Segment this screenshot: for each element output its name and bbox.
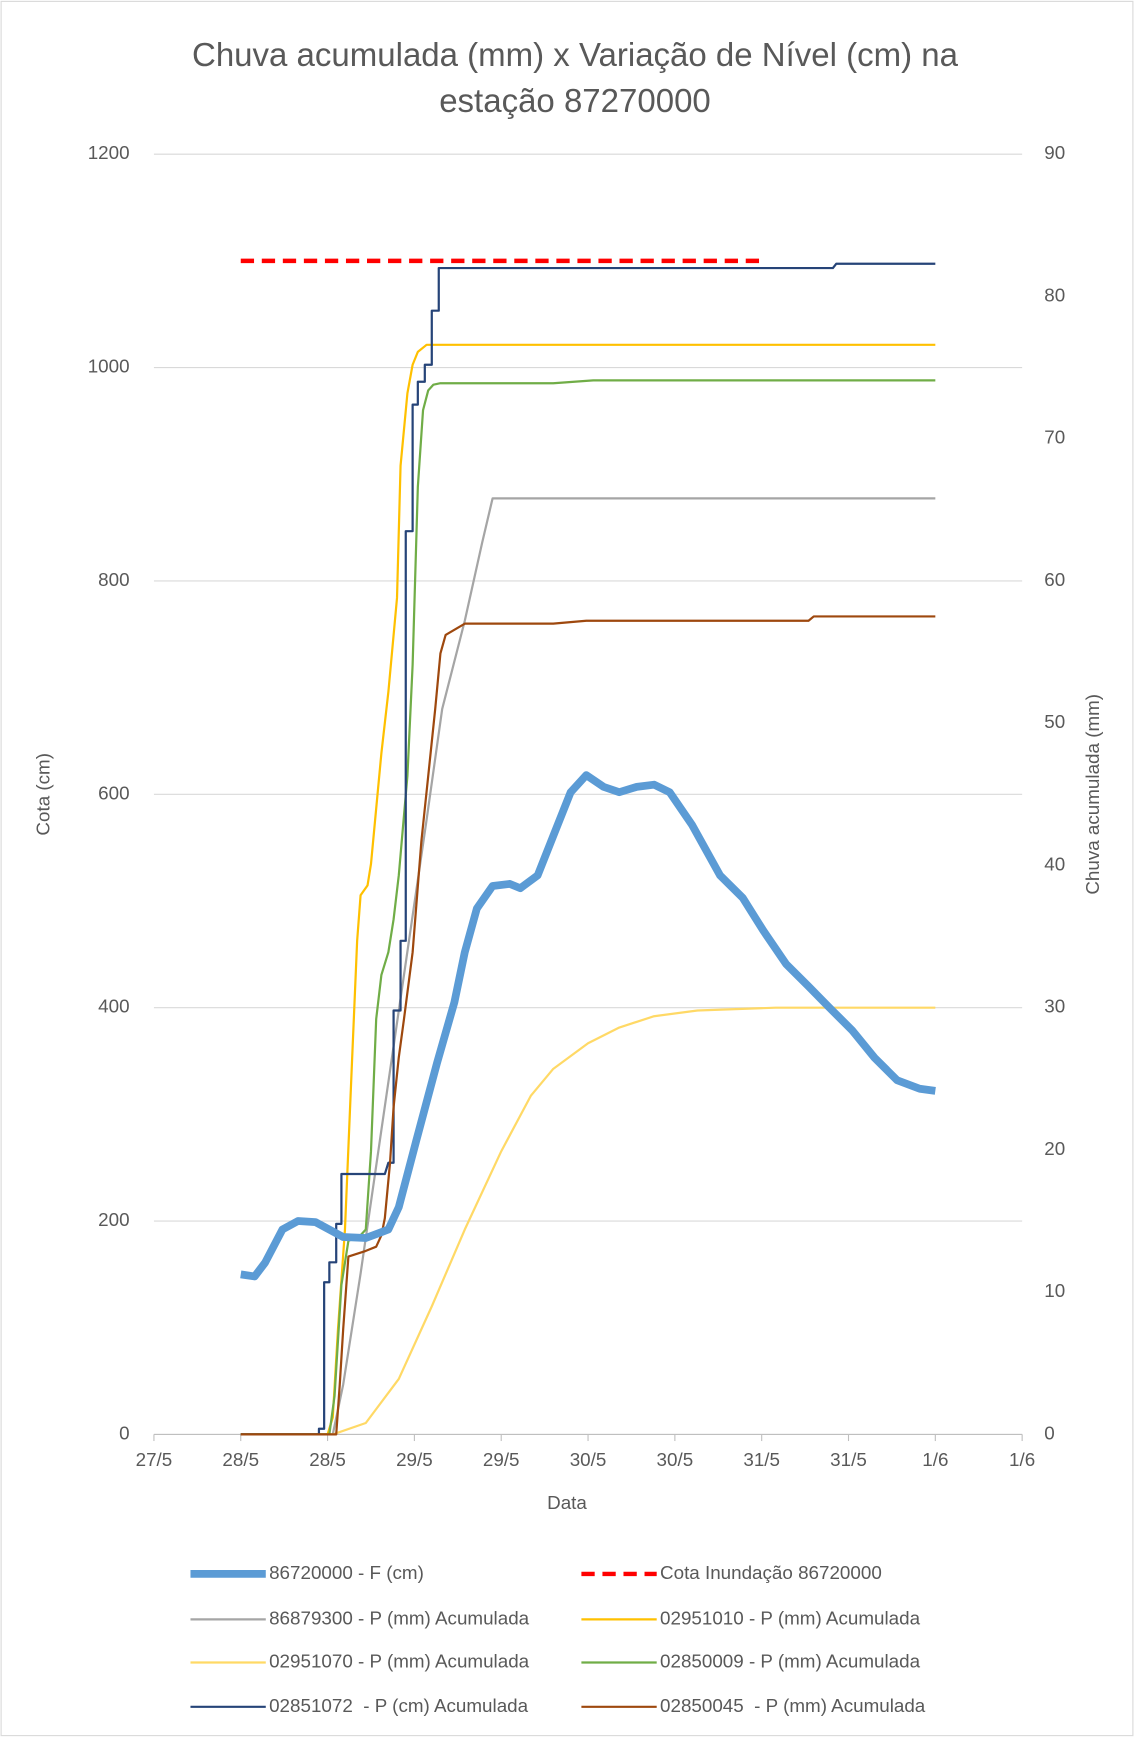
y-tick-label: 400 bbox=[98, 996, 129, 1017]
x-tick-label: 1/6 bbox=[1009, 1449, 1035, 1470]
y2-tick-label: 50 bbox=[1044, 711, 1065, 732]
y-tick-label: 1200 bbox=[88, 142, 130, 163]
x-tick-label: 1/6 bbox=[922, 1449, 948, 1470]
legend-label: 86879300 - P (mm) Acumulada bbox=[269, 1607, 530, 1628]
x-tick-label: 31/5 bbox=[830, 1449, 867, 1470]
y-tick-label: 1000 bbox=[88, 356, 130, 377]
y-tick-label: 800 bbox=[98, 569, 129, 590]
y-tick-label: 600 bbox=[98, 782, 129, 803]
y-tick-label: 0 bbox=[119, 1422, 129, 1443]
y-axis-label: Cota (cm) bbox=[32, 753, 53, 836]
x-axis-label: Data bbox=[547, 1492, 587, 1513]
x-tick-label: 28/5 bbox=[309, 1449, 346, 1470]
series-line bbox=[240, 262, 936, 1436]
legend-label: Cota Inundação 86720000 bbox=[660, 1562, 882, 1583]
y2-tick-label: 90 bbox=[1044, 142, 1065, 163]
y2-tick-label: 70 bbox=[1044, 427, 1065, 448]
legend-label: 02951070 - P (mm) Acumulada bbox=[269, 1650, 530, 1671]
y2-axis-label: Chuva acumulada (mm) bbox=[1082, 694, 1103, 895]
y-tick-label: 200 bbox=[98, 1209, 129, 1230]
x-tick-label: 28/5 bbox=[222, 1449, 259, 1470]
legend-label: 02951010 - P (mm) Acumulada bbox=[660, 1607, 921, 1628]
legend-label: 02850009 - P (mm) Acumulada bbox=[660, 1650, 921, 1671]
x-tick-label: 29/5 bbox=[396, 1449, 433, 1470]
series-line bbox=[240, 1006, 936, 1436]
y2-tick-label: 60 bbox=[1044, 569, 1065, 590]
x-tick-label: 30/5 bbox=[570, 1449, 607, 1470]
x-tick-label: 30/5 bbox=[657, 1449, 694, 1470]
y2-tick-label: 40 bbox=[1044, 853, 1065, 874]
y2-tick-label: 20 bbox=[1044, 1138, 1065, 1159]
x-tick-label: 29/5 bbox=[483, 1449, 520, 1470]
x-tick-label: 31/5 bbox=[743, 1449, 780, 1470]
series-line bbox=[240, 497, 936, 1436]
series-line bbox=[240, 615, 936, 1436]
x-tick-label: 27/5 bbox=[136, 1449, 173, 1470]
series-line bbox=[240, 379, 936, 1436]
chart-title: Chuva acumulada (mm) x Variação de Nível… bbox=[192, 36, 958, 119]
series-line bbox=[240, 771, 936, 1281]
y2-tick-label: 0 bbox=[1044, 1422, 1054, 1443]
y2-tick-label: 10 bbox=[1044, 1280, 1065, 1301]
legend-label: 02851072 - P (cm) Acumulada bbox=[269, 1695, 529, 1716]
y2-tick-label: 80 bbox=[1044, 284, 1065, 305]
legend-label: 86720000 - F (cm) bbox=[269, 1562, 424, 1583]
legend-label: 02850045 - P (mm) Acumulada bbox=[660, 1695, 926, 1716]
y2-tick-label: 30 bbox=[1044, 996, 1065, 1017]
